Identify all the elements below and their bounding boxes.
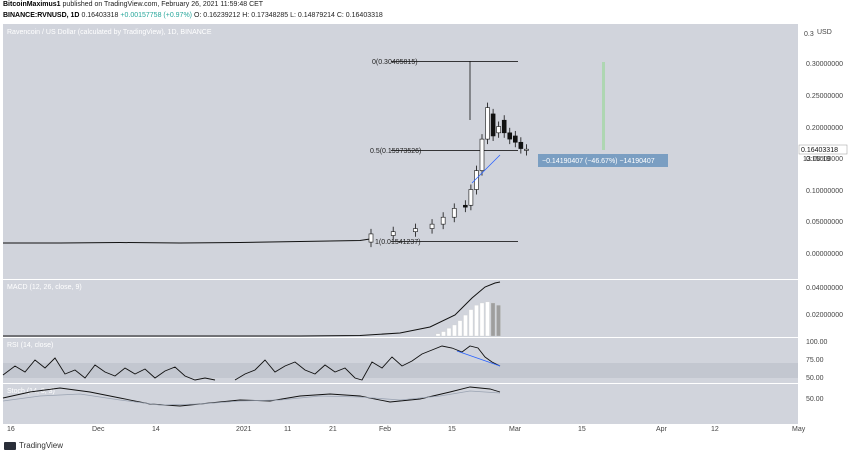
rsi-tick-100: 100.00 [806,339,828,346]
macd-bar [496,305,501,337]
last-price-label: 0.16403318 [801,147,838,154]
x-axis-label: 12 [711,426,719,433]
macd-bar [446,328,452,337]
price-tick: 0.20000000 [806,125,843,132]
trend-line[interactable] [471,154,501,184]
rsi-line [2,345,501,381]
candle [496,126,501,134]
macd-bar [490,302,496,337]
price-tick-top: 0.3 [804,31,814,38]
measure-box[interactable] [538,154,668,167]
stoch-tick-50: 50.00 [806,396,824,403]
candle [368,233,374,243]
tradingview-logo-icon [4,441,16,450]
macd-bar [474,305,479,337]
macd-bar [435,333,441,337]
macd-tick-1: 0.04000000 [806,285,843,292]
candle [485,107,490,140]
low-value: L: 0.14879214 [290,12,335,19]
x-axis-label: May [792,426,806,433]
last-price-box [798,144,848,155]
fib-label-1: 1(0.01541237) [375,239,421,246]
footer: TradingView [4,439,63,452]
macd-pane[interactable] [3,280,798,337]
open-value: O: 0.16239212 [193,12,241,19]
price-tick: 0.30000000 [806,61,843,68]
candle [429,223,435,229]
last-value: 0.16403318 [81,12,119,19]
x-axis-label: Mar [509,426,522,433]
stoch-pane[interactable] [3,384,798,424]
x-axis-label: Apr [656,426,668,433]
price-tick: 0.15000000 [806,156,843,163]
rsi-tick-50: 50.00 [806,375,824,382]
macd-bar [457,320,463,337]
measure-label: −0.14190407 (−46.67%) −14190407 [542,158,655,165]
candle [518,141,524,149]
macd-bar [485,301,490,337]
x-axis-label: 15 [448,426,456,433]
candle [507,132,513,140]
currency-label: USD [817,29,832,36]
x-axis-label: 15 [578,426,586,433]
candle [463,204,468,208]
author-name: BitcoinMaximus1 [3,1,61,8]
candle [524,148,529,151]
x-axis-label: Dec [92,426,105,433]
publish-line: BitcoinMaximus1 published on TradingView… [3,1,263,8]
macd-label: MACD (12, 26, close, 9) [7,284,82,291]
x-axis-label: 16 [7,426,15,433]
change-value: +0.00157758 (+0.97%) [120,12,193,19]
footer-brand: TradingView [19,441,64,450]
close-value: C: 0.16403318 [336,12,383,19]
macd-bar [452,324,457,337]
candle [390,231,396,236]
fib-label-05: 0.5(0.15973526) [370,148,421,155]
stoch-d-line [2,390,501,406]
candle [413,228,418,233]
rsi-label: RSI (14, close) [7,342,53,349]
price-tick: 0.25000000 [806,93,843,100]
price-tick: 0.05000000 [806,219,843,226]
main-title: Ravencoin / US Dollar (calculated by Tra… [7,29,212,36]
green-measure-bar[interactable] [602,62,605,150]
fib-label-0: 0(0.30405815) [372,59,418,66]
price-tick: 0.10000000 [806,188,843,195]
symbol-line: BINANCE:RVNUSD, 1D 0.16403318 +0.0015775… [3,12,383,19]
rsi-divergence-line[interactable] [456,350,501,367]
candle [468,189,474,206]
candle [512,135,518,143]
candle [501,119,507,134]
price-pane[interactable] [3,24,798,279]
price-tick: 0.00000000 [806,251,843,258]
x-axis-label: 2021 [236,426,252,433]
macd-tick-2: 0.02000000 [806,312,843,319]
candle [440,216,446,225]
x-axis-label: 14 [152,426,160,433]
countdown-label: 13:00:19 [803,156,830,163]
candle [451,208,457,218]
high-value: H: 0.17348285 [242,12,289,19]
macd-bar [441,331,446,337]
published-text: published on TradingView.com, February 2… [62,1,264,8]
candle [490,113,496,137]
macd-line [3,281,501,337]
rsi-band [3,363,798,378]
macd-bar [468,309,474,337]
macd-bar [479,302,485,337]
candle [479,138,485,171]
x-axis-label: Feb [379,426,391,433]
x-axis-label: 21 [329,426,337,433]
macd-bar [463,314,468,337]
rsi-tick-75: 75.00 [806,357,824,364]
x-axis-label: 11 [284,426,291,433]
symbol-text: BINANCE:RVNUSD, 1D [3,12,80,19]
price-line-flat [3,238,371,244]
price-axis[interactable] [798,24,850,424]
stoch-k-line [2,386,501,407]
